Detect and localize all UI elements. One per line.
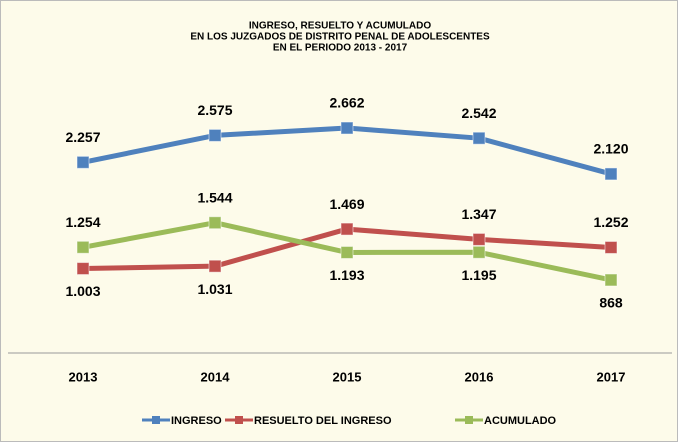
point-marker — [340, 245, 354, 259]
data-label: 1.544 — [197, 189, 232, 205]
point-marker — [604, 167, 618, 181]
data-label: 1.347 — [461, 206, 496, 222]
x-tick-label: 2014 — [201, 369, 231, 384]
data-label: 1.195 — [461, 267, 496, 283]
chart-title-line: INGRESO, RESUELTO Y ACUMULADO — [249, 21, 431, 32]
chart-title-line: EN EL PERIODO 2013 - 2017 — [273, 43, 408, 54]
point-marker — [604, 240, 618, 254]
point-marker — [208, 216, 222, 230]
x-tick-label: 2016 — [465, 369, 494, 384]
data-label: 1.193 — [329, 267, 364, 283]
data-label: 2.120 — [593, 141, 628, 157]
point-marker — [76, 155, 90, 169]
x-tick-label: 2015 — [333, 369, 362, 384]
x-tick-label: 2017 — [597, 369, 626, 384]
data-label: 2.257 — [65, 129, 100, 145]
point-marker — [472, 232, 486, 246]
point-marker — [208, 259, 222, 273]
chart-title-line: EN LOS JUZGADOS DE DISTRITO PENAL DE ADO… — [190, 32, 490, 43]
point-marker — [340, 222, 354, 236]
point-marker — [208, 128, 222, 142]
point-marker — [472, 131, 486, 145]
legend-marker — [152, 416, 160, 424]
data-label: 1.003 — [65, 283, 100, 299]
data-label: 868 — [599, 295, 623, 311]
data-label: 1.254 — [65, 214, 100, 230]
data-label: 1.469 — [329, 196, 364, 212]
x-tick-label: 2013 — [69, 369, 98, 384]
legend-label: ACUMULADO — [484, 415, 557, 427]
data-label: 1.252 — [593, 214, 628, 230]
data-label: 2.542 — [461, 105, 496, 121]
data-label: 2.662 — [329, 95, 364, 111]
point-marker — [76, 262, 90, 276]
data-label: 1.031 — [197, 281, 232, 297]
point-marker — [472, 245, 486, 259]
legend-label: RESUELTO DEL INGRESO — [254, 415, 392, 427]
data-label: 2.575 — [197, 102, 232, 118]
legend-label: INGRESO — [171, 415, 222, 427]
point-marker — [76, 240, 90, 254]
legend-marker — [465, 416, 473, 424]
point-marker — [604, 273, 618, 287]
point-marker — [340, 121, 354, 135]
legend-marker — [235, 416, 243, 424]
